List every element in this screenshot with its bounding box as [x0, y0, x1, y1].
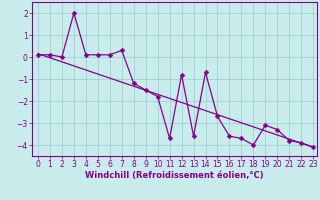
X-axis label: Windchill (Refroidissement éolien,°C): Windchill (Refroidissement éolien,°C)	[85, 171, 264, 180]
